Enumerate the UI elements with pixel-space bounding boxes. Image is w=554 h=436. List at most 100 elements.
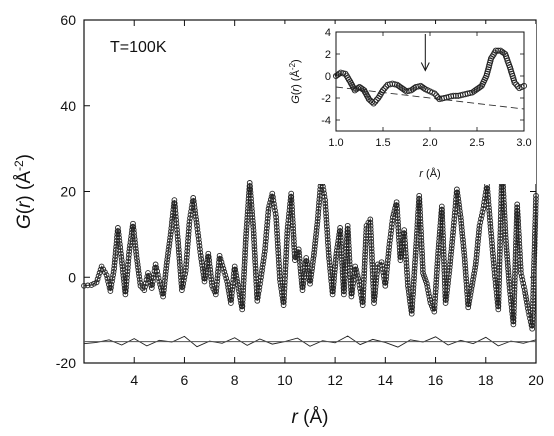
main-data-point <box>395 225 402 231</box>
main-data-point <box>152 261 159 268</box>
main-data-point <box>132 245 139 252</box>
main-data-point <box>84 282 91 289</box>
main-data-point <box>240 274 247 281</box>
main-data-point <box>174 226 180 233</box>
main-data-point <box>495 290 502 297</box>
main-data-point <box>451 216 458 222</box>
main-data-point <box>289 219 296 225</box>
main-data-point <box>433 276 440 283</box>
inset-x-axis-var: r <box>419 168 424 180</box>
main-data-point <box>516 240 523 247</box>
main-data-point <box>196 242 203 249</box>
main-data-point <box>362 238 369 245</box>
main-data-point <box>403 263 410 270</box>
main-data-point <box>323 210 329 217</box>
main-data-point <box>372 290 378 297</box>
main-data-point <box>290 225 296 232</box>
main-data-point <box>485 198 492 204</box>
main-data-point <box>455 198 462 205</box>
main-data-point <box>265 209 272 215</box>
main-data-point <box>222 272 229 278</box>
main-data-point <box>374 267 381 274</box>
main-data-point <box>418 241 425 247</box>
main-data-point <box>402 240 408 247</box>
main-data-point <box>440 235 446 242</box>
main-data-point <box>440 245 447 252</box>
main-data-point <box>252 262 259 269</box>
main-data-point <box>166 237 173 244</box>
main-data-point <box>500 196 507 203</box>
main-data-point <box>124 265 131 271</box>
main-data-point <box>239 300 246 306</box>
main-data-point <box>134 261 141 267</box>
main-data-point <box>105 278 111 285</box>
main-data-point <box>441 258 447 265</box>
main-data-point <box>325 252 332 259</box>
main-x-tick-label: 6 <box>181 372 189 388</box>
main-data-point <box>221 269 228 275</box>
main-data-point <box>490 256 497 263</box>
main-data-point <box>178 274 184 281</box>
main-data-point <box>215 269 221 275</box>
main-data-point <box>362 248 369 255</box>
main-data-point <box>243 227 250 234</box>
main-data-point <box>172 207 179 213</box>
main-data-point <box>495 306 502 313</box>
main-data-point <box>478 216 484 222</box>
inset-x-axis-title: r (Å) <box>419 167 440 180</box>
main-data-point <box>334 244 341 251</box>
main-data-point <box>160 287 167 294</box>
main-data-point <box>511 289 518 296</box>
main-data-point <box>487 217 493 224</box>
main-data-point <box>171 197 178 203</box>
main-data-point <box>136 276 143 283</box>
main-data-point <box>404 273 411 279</box>
main-data-point <box>417 209 423 215</box>
main-data-point <box>118 250 124 257</box>
main-data-point <box>250 224 257 230</box>
main-data-point <box>310 252 317 259</box>
main-data-point <box>449 239 456 245</box>
inset-y-tick-label: 0 <box>325 71 331 83</box>
main-y-axis-open: ( <box>14 207 35 214</box>
inset-x-tick-label: 3.0 <box>516 137 531 149</box>
main-data-point <box>386 244 392 251</box>
main-data-point <box>446 271 452 277</box>
main-data-point <box>403 266 410 273</box>
main-data-point <box>346 261 353 268</box>
main-data-point <box>425 287 431 293</box>
main-data-point <box>360 286 367 293</box>
main-y-axis-title: G(r) (Å-2) <box>12 154 35 229</box>
main-data-point <box>242 240 249 246</box>
main-data-point <box>402 250 409 256</box>
main-data-point <box>193 216 200 223</box>
main-data-point <box>164 256 171 262</box>
main-data-point <box>250 230 257 237</box>
main-data-point <box>412 259 418 266</box>
main-data-point <box>315 212 321 218</box>
main-data-point <box>511 286 518 293</box>
main-data-point <box>182 271 188 277</box>
main-data-point <box>247 186 254 193</box>
main-data-point <box>295 246 302 253</box>
main-data-point <box>497 242 503 248</box>
main-data-point <box>438 203 445 210</box>
main-data-point <box>371 300 377 306</box>
main-data-point <box>505 272 512 279</box>
main-data-point <box>97 266 104 273</box>
main-data-point <box>255 291 262 297</box>
main-data-point <box>439 213 446 220</box>
main-data-point <box>96 270 103 276</box>
main-data-point <box>522 293 529 300</box>
main-data-point <box>384 263 391 270</box>
main-data-point <box>372 284 379 290</box>
main-data-point <box>314 221 321 228</box>
main-data-point <box>530 272 537 278</box>
main-data-point <box>330 288 336 295</box>
main-data-point <box>180 277 187 284</box>
main-data-point <box>502 228 509 235</box>
main-data-point <box>434 266 440 273</box>
main-data-point <box>272 211 279 217</box>
main-data-point <box>388 224 395 231</box>
main-data-point <box>193 219 200 226</box>
